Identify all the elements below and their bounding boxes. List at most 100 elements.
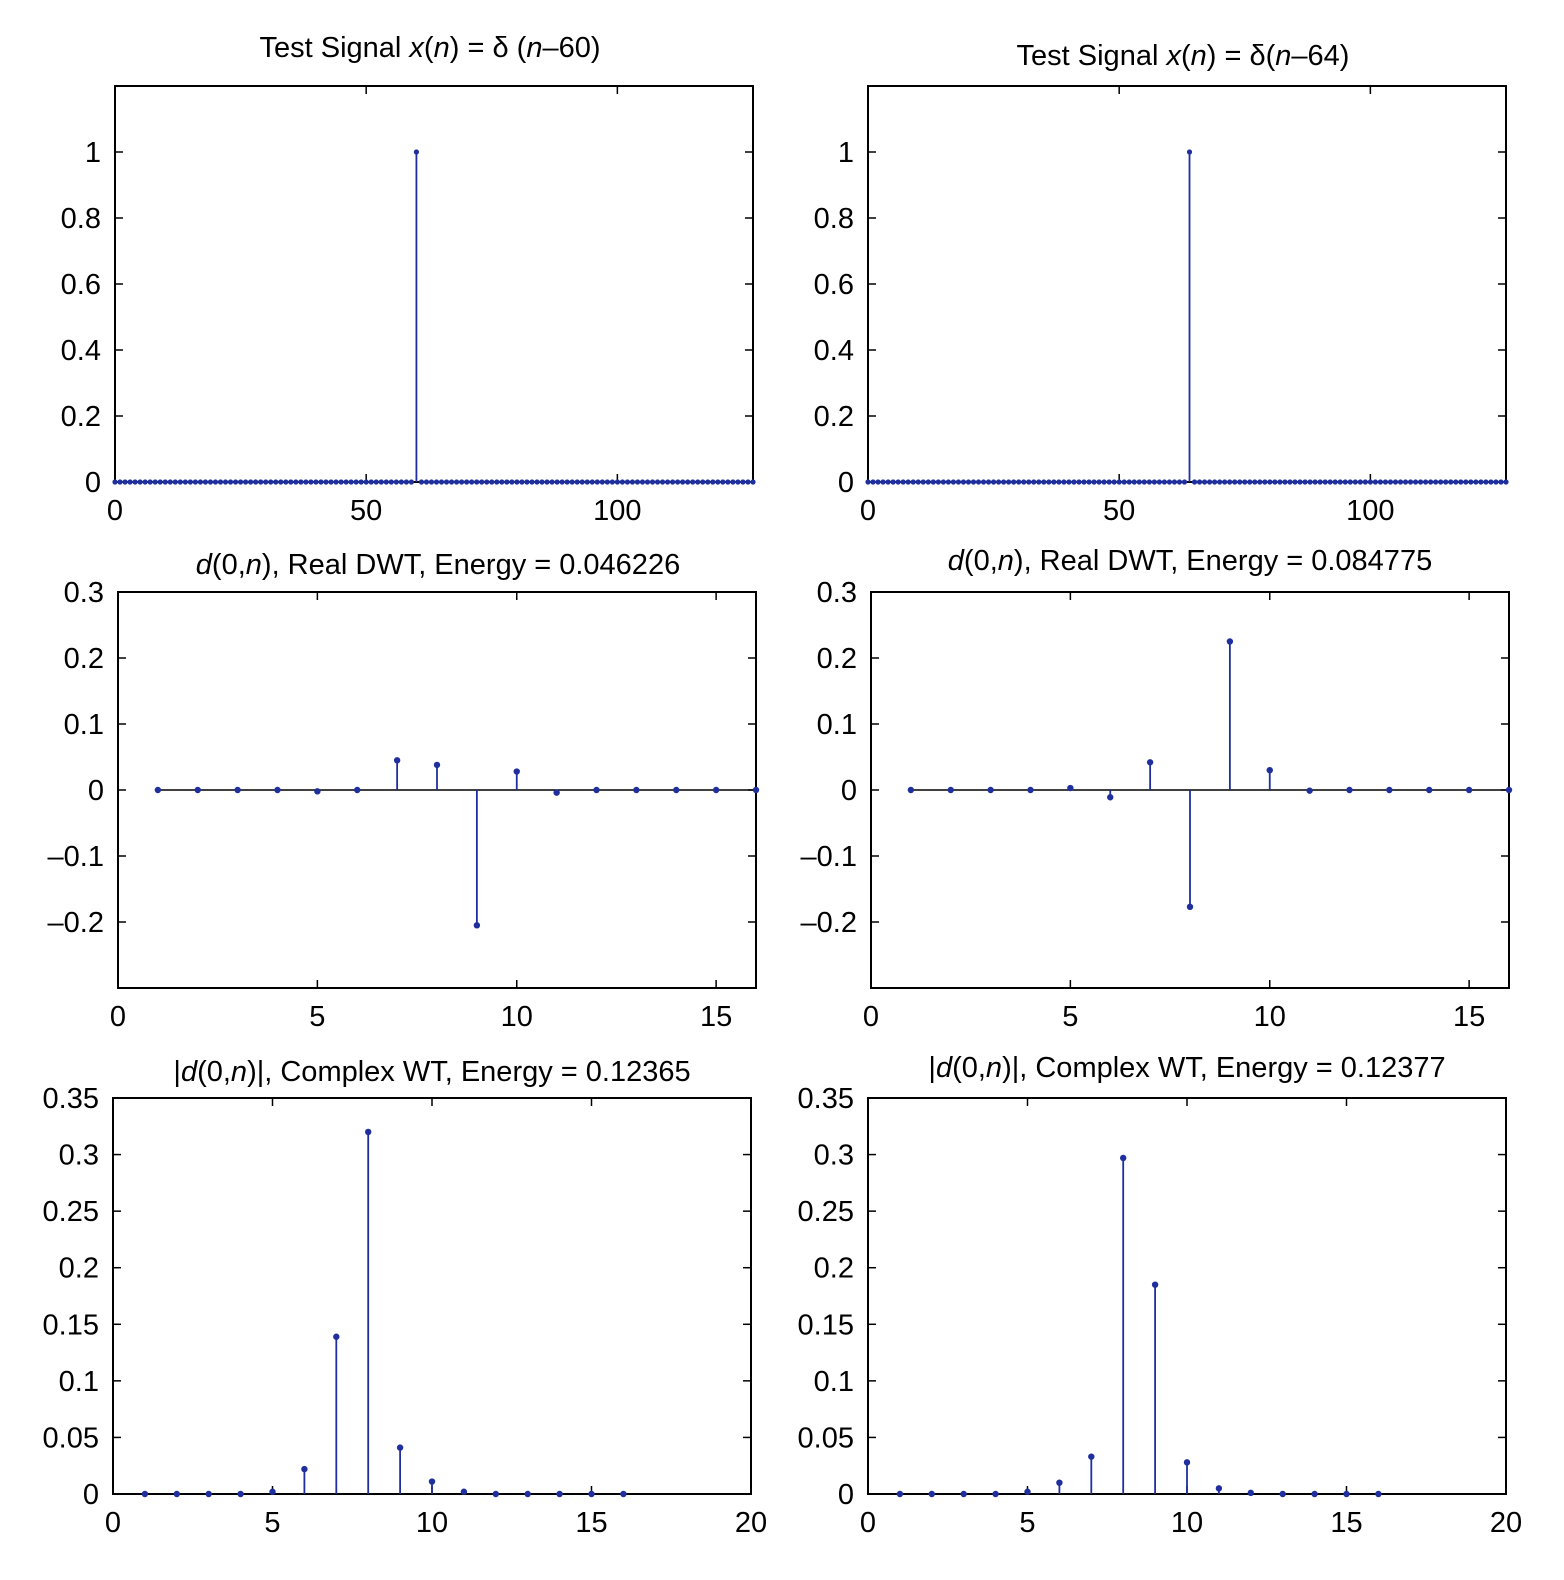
stem-marker xyxy=(1387,479,1394,485)
x-tick-label: 0 xyxy=(107,495,123,527)
stem-marker xyxy=(1382,479,1389,485)
stem-marker xyxy=(1136,479,1142,485)
plot-title-part: d xyxy=(181,1056,198,1088)
stem-marker xyxy=(509,479,515,485)
stem-marker xyxy=(1287,479,1293,485)
x-tick-label: 5 xyxy=(309,1001,325,1033)
plot-title-part: d xyxy=(948,545,965,577)
stem-marker xyxy=(1426,786,1433,794)
stem-marker xyxy=(258,479,264,485)
stem-marker xyxy=(1443,479,1449,485)
stem-marker xyxy=(1226,638,1234,645)
stem-marker xyxy=(1066,479,1072,485)
x-tick-label: 15 xyxy=(1453,1001,1485,1033)
stem-marker xyxy=(947,786,954,794)
y-tick-label: 0.25 xyxy=(798,1196,854,1228)
y-tick-label: –0.1 xyxy=(801,841,857,873)
x-tick-label: 10 xyxy=(1254,1001,1286,1033)
plot-title-part: ( xyxy=(424,32,434,64)
stem-marker xyxy=(1423,479,1429,485)
stem-marker xyxy=(629,479,636,485)
stem-marker xyxy=(112,479,118,485)
stem-marker xyxy=(1372,479,1378,485)
stem-marker xyxy=(987,786,994,794)
stem-marker xyxy=(484,479,490,485)
stem-marker xyxy=(1505,786,1513,794)
stem-marker xyxy=(1397,479,1404,485)
stem-marker xyxy=(1247,479,1253,485)
stem-marker xyxy=(1086,479,1092,485)
stem-marker xyxy=(1081,479,1087,485)
stem-marker xyxy=(243,479,249,485)
stem-marker xyxy=(1473,479,1479,485)
stem-marker xyxy=(269,1488,276,1495)
stem-marker xyxy=(1493,479,1499,485)
stem-marker xyxy=(1306,787,1313,794)
stem-marker xyxy=(1428,479,1434,485)
stem-marker xyxy=(338,479,344,485)
plot-complex-wt-n60: |d(0,n)|, Complex WT, Energy = 0.12365 0 5… xyxy=(43,1056,768,1539)
stem-marker xyxy=(393,757,401,764)
stem-marker xyxy=(735,479,741,485)
y-tick-label: 0.1 xyxy=(817,709,857,741)
stem-marker xyxy=(283,479,289,485)
stem-marker xyxy=(474,479,480,485)
stem-marker xyxy=(690,479,696,485)
stem-marker xyxy=(1346,786,1353,794)
stem-marker xyxy=(1146,759,1154,766)
stem-marker xyxy=(1067,784,1074,792)
stem-marker xyxy=(494,479,500,485)
stem-marker xyxy=(915,479,921,485)
stem-marker xyxy=(469,479,475,485)
x-tick-label: 10 xyxy=(501,1001,533,1033)
stem-marker xyxy=(996,479,1002,485)
x-tick-label: 0 xyxy=(105,1507,121,1539)
stem-marker xyxy=(1407,479,1414,485)
stem-marker xyxy=(132,479,138,485)
stem-marker xyxy=(1237,479,1243,485)
plot-title-part: n xyxy=(1275,40,1291,72)
stem-marker xyxy=(1417,479,1424,485)
y-tick-label: –0.2 xyxy=(48,907,104,939)
stem-marker xyxy=(593,786,600,794)
stem-marker xyxy=(212,479,219,485)
stem-marker xyxy=(975,479,982,485)
y-tick-label: 0 xyxy=(83,1479,99,1511)
stem-marker xyxy=(1402,479,1409,485)
stem-marker xyxy=(1232,479,1238,485)
plot-title-part: n xyxy=(526,32,542,64)
plot-title-part: (0, xyxy=(952,1052,986,1084)
stem-marker xyxy=(1386,786,1393,794)
plot-test-signal-n64: Test Signal x(n) = δ(n–64)0 50 10000.20.40… xyxy=(814,40,1509,527)
x-tick-label: 5 xyxy=(1062,1001,1078,1033)
stem-marker xyxy=(273,479,279,485)
stem-marker xyxy=(354,786,361,794)
stem-marker xyxy=(365,1128,372,1136)
stem-marker xyxy=(1091,479,1097,485)
stem-marker xyxy=(232,479,239,485)
stem-marker xyxy=(1297,479,1303,485)
stem-marker xyxy=(985,479,992,485)
stem-marker xyxy=(619,479,625,485)
stem-marker xyxy=(1151,479,1157,485)
stem-marker xyxy=(992,1490,999,1498)
stem-marker xyxy=(604,479,610,485)
stem-marker xyxy=(1307,479,1313,485)
stem-marker xyxy=(1279,1490,1286,1498)
stem-marker xyxy=(685,479,691,485)
plot-title-part: ) = δ( xyxy=(1207,40,1276,72)
stem-marker xyxy=(574,479,580,485)
stem-marker xyxy=(1277,479,1283,485)
stem-marker xyxy=(654,479,661,485)
plot-title-part: ) = δ ( xyxy=(450,32,527,64)
stem-marker xyxy=(700,479,706,485)
y-tick-label: 0 xyxy=(838,1479,854,1511)
stem-marker xyxy=(173,1490,180,1498)
stem-marker xyxy=(524,1490,531,1498)
plot-frame xyxy=(867,85,1507,483)
plot-title-part: –60) xyxy=(542,32,600,64)
stem-marker xyxy=(620,1490,627,1498)
stem-marker xyxy=(182,479,188,485)
stem-marker xyxy=(1088,1453,1095,1460)
x-tick-label: 10 xyxy=(416,1507,448,1539)
